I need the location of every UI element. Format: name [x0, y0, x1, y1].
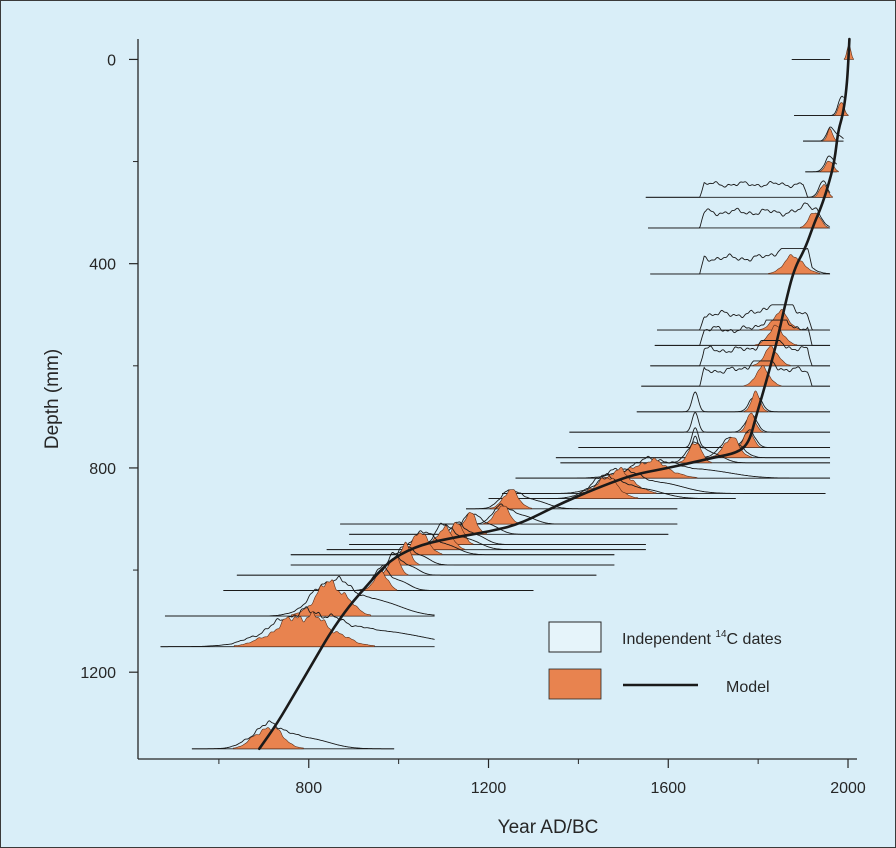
- legend-model-label: Model: [726, 679, 770, 696]
- independent-date-curve: [654, 319, 830, 346]
- independent-date-curve: [290, 544, 615, 566]
- x-tick-label: 800: [295, 780, 322, 797]
- independent-date-curve: [636, 391, 830, 413]
- dated-sample: [794, 95, 849, 117]
- independent-date-curve: [290, 530, 615, 556]
- independent-date-curve: [650, 248, 831, 275]
- dated-sample: [223, 564, 534, 591]
- dated-sample: [515, 455, 831, 479]
- model-date-distribution: [483, 505, 522, 525]
- independent-date-curve: [340, 503, 678, 525]
- x-tick-label: 1200: [471, 780, 507, 797]
- dated-sample: [645, 180, 833, 198]
- independent-date-curve: [502, 467, 826, 494]
- independent-date-curve: [236, 552, 597, 576]
- model-date-distribution: [813, 184, 833, 198]
- model-date-distribution: [743, 390, 768, 413]
- model-date-distribution: [822, 128, 838, 142]
- independent-date-curve: [794, 95, 844, 117]
- independent-date-curve: [191, 720, 395, 750]
- dated-sample: [349, 512, 669, 535]
- x-tick-label: 2000: [830, 780, 866, 797]
- independent-date-curve: [645, 180, 831, 198]
- y-ticks: 0 400 800 1200: [80, 52, 138, 682]
- independent-date-curve: [165, 575, 435, 617]
- y-tick-label: 0: [107, 52, 116, 69]
- model-date-distribution: [819, 160, 839, 173]
- independent-date-curve: [650, 340, 830, 367]
- dated-sample: [650, 248, 831, 275]
- independent-date-curve: [349, 521, 646, 545]
- independent-date-curve: [560, 441, 830, 464]
- dated-sample: [326, 522, 646, 551]
- legend: Independent 14C dates Model: [548, 621, 782, 700]
- axes: 800 1200 1600 2000 0 400 800 1200 Year AD/BC D…: [42, 39, 866, 838]
- legend-independent-dates-label: Independent 14C dates: [622, 629, 782, 648]
- independent-date-curve: [803, 126, 844, 142]
- model-date-distribution: [233, 611, 375, 647]
- dated-sample: [648, 202, 831, 229]
- model-date-distribution: [768, 254, 821, 275]
- x-ticks: 800 1200 1600 2000: [218, 759, 866, 797]
- independent-date-curve: [160, 606, 435, 648]
- independent-date-curve: [641, 360, 830, 387]
- legend-model-swatch: [548, 668, 602, 700]
- y-tick-label: 800: [89, 461, 116, 478]
- independent-date-curve: [578, 427, 830, 448]
- independent-date-curve: [326, 522, 646, 551]
- independent-date-curve: [805, 155, 838, 173]
- model-date-distribution: [291, 579, 372, 617]
- dated-sample: [569, 411, 831, 433]
- model-date-distribution: [739, 412, 764, 433]
- y-axis-title: Depth (mm): [42, 349, 63, 449]
- independent-date-curve: [569, 411, 830, 433]
- independent-date-curve: [223, 564, 534, 591]
- model-date-distribution: [743, 365, 782, 387]
- independent-date-curve: [657, 304, 830, 331]
- dated-sample: [641, 360, 831, 387]
- independent-date-curve: [555, 435, 830, 459]
- y-tick-label: 400: [89, 257, 116, 274]
- x-axis-title: Year AD/BC: [498, 817, 599, 838]
- independent-date-curve: [466, 489, 678, 510]
- dated-sample: [340, 503, 678, 525]
- independent-date-curve: [349, 512, 669, 535]
- dated-sample: [636, 390, 831, 413]
- y-tick-label: 1200: [80, 665, 116, 682]
- dated-sample: [160, 606, 435, 648]
- model-line: [258, 37, 851, 751]
- legend-independent-dates-swatch: [548, 621, 602, 653]
- independent-date-curve: [515, 455, 830, 479]
- x-tick-label: 1600: [650, 780, 686, 797]
- model-date-distribution: [834, 102, 849, 116]
- independent-date-curve: [648, 202, 830, 229]
